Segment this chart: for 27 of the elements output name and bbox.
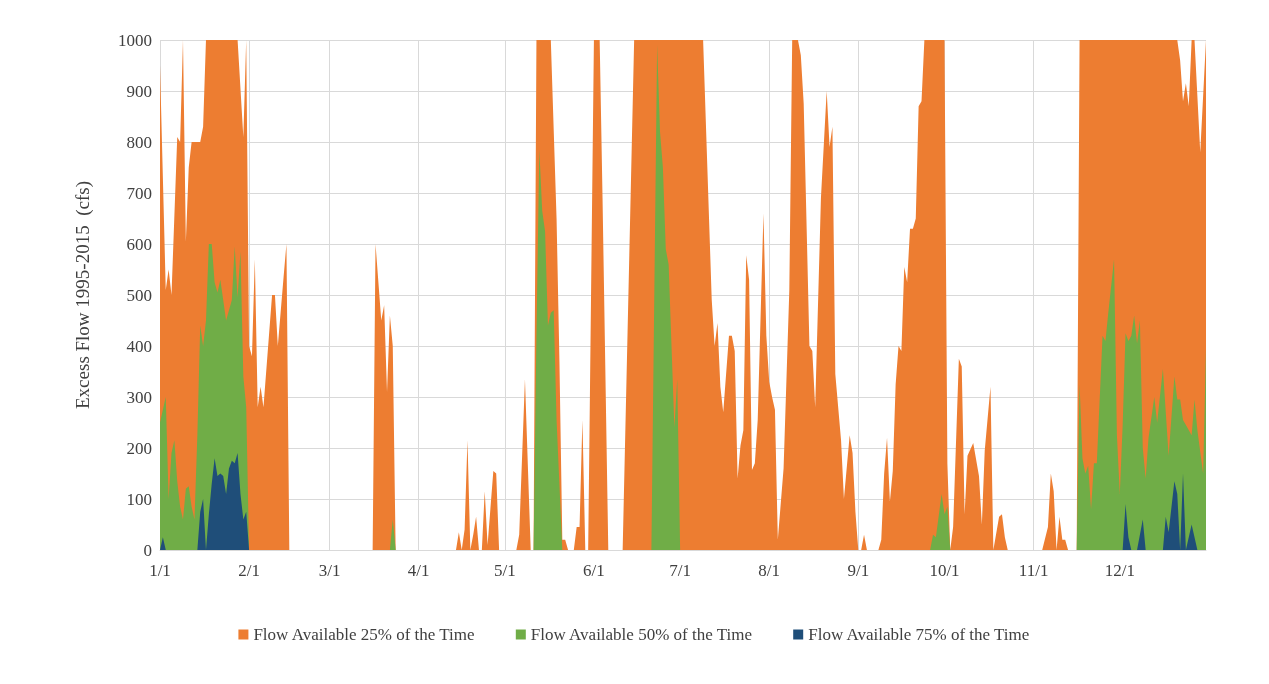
x-tick-label: 4/1 bbox=[407, 561, 430, 580]
y-tick-label: 500 bbox=[126, 285, 152, 305]
y-tick-label: 700 bbox=[126, 183, 152, 203]
y-tick-label: 800 bbox=[126, 132, 152, 152]
x-tick-label: 11/1 bbox=[1018, 561, 1049, 580]
x-tick-label: 3/1 bbox=[318, 561, 341, 580]
y-tick-label: 300 bbox=[126, 387, 152, 407]
x-tick-label: 1/1 bbox=[149, 561, 171, 580]
x-tick-label: 12/1 bbox=[1104, 561, 1135, 580]
x-tick-label: 7/1 bbox=[669, 561, 691, 580]
legend-label: Flow Available 75% of the Time bbox=[808, 625, 1030, 644]
y-axis-title: Excess Flow 1995-2015 (cfs) bbox=[72, 181, 94, 409]
y-tick-label: 900 bbox=[126, 81, 152, 101]
legend-label: Flow Available 25% of the Time bbox=[253, 625, 475, 644]
y-tick-label: 400 bbox=[126, 336, 152, 356]
x-tick-label: 9/1 bbox=[847, 561, 870, 580]
x-tick-label: 2/1 bbox=[238, 561, 260, 580]
x-tick-label: 10/1 bbox=[929, 561, 960, 580]
legend-label: Flow Available 50% of the Time bbox=[530, 625, 752, 644]
y-tick-label: 200 bbox=[126, 438, 152, 458]
y-tick-label: 100 bbox=[126, 489, 152, 509]
y-tick-label: 600 bbox=[126, 234, 152, 254]
x-tick-label: 5/1 bbox=[493, 561, 516, 580]
x-tick-label: 8/1 bbox=[758, 561, 781, 580]
x-tick-label: 6/1 bbox=[583, 561, 605, 580]
y-tick-label: 0 bbox=[143, 540, 152, 560]
y-tick-label: 1000 bbox=[118, 30, 152, 50]
